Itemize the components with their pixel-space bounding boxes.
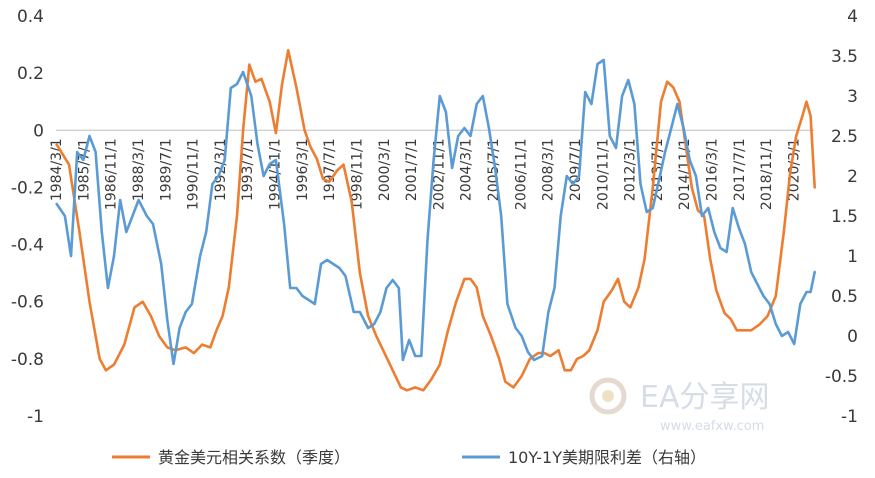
x-tick-label: 2001/7/1 — [404, 138, 420, 201]
x-tick-label: 2006/11/1 — [513, 138, 529, 210]
y-right-tick-label: 3.5 — [831, 47, 858, 67]
watermark-logo — [589, 377, 627, 415]
x-tick-label: 2020/3/1 — [787, 138, 803, 201]
watermark-brand: EA分享网 — [640, 380, 769, 415]
x-tick-label: 2018/11/1 — [759, 138, 775, 210]
x-tick-label: 1988/3/1 — [131, 138, 147, 201]
y-right-tick-label: 0.5 — [831, 287, 858, 307]
y-left-tick-label: -0.6 — [11, 293, 44, 313]
y-right-tick-label: 0 — [847, 327, 858, 347]
x-tick-label: 1996/3/1 — [295, 138, 311, 201]
x-tick-label: 2004/3/1 — [459, 138, 475, 201]
y-left-tick-label: 0.2 — [17, 64, 44, 84]
y-left-tick-label: 0 — [33, 121, 44, 141]
x-tick-label: 1990/11/1 — [186, 138, 202, 210]
y-right-tick-label: 1.5 — [831, 207, 858, 227]
series-term-spread — [55, 58, 816, 366]
y-right-tick-label: 1 — [847, 247, 858, 267]
legend-label-gold-corr: 黄金美元相关系数（季度） — [158, 448, 350, 467]
x-tick-label: 1985/7/1 — [76, 138, 92, 201]
watermark: EA分享网 www.eafxw.com — [589, 377, 769, 434]
x-tick-label: 2010/11/1 — [595, 138, 611, 210]
y-right-tick-label: 2.5 — [831, 127, 858, 147]
x-tick-label: 1986/11/1 — [104, 138, 120, 210]
legend-label-term-spread: 10Y-1Y美期限利差（右轴） — [508, 448, 706, 467]
series-layer — [55, 49, 816, 392]
x-tick-label: 2000/3/1 — [377, 138, 393, 201]
y-right-tick-label: 4 — [847, 7, 858, 27]
y-axis-right: 4 3.5 3 2.5 2 1.5 1 0.5 0 -0.5 -1 — [825, 7, 858, 427]
x-tick-label: 2017/7/1 — [732, 138, 748, 201]
y-right-tick-label: -1 — [841, 407, 858, 427]
x-tick-label: 2002/11/1 — [431, 138, 447, 210]
y-axis-left: 0.4 0.2 0 -0.2 -0.4 -0.6 -0.8 -1 — [11, 7, 44, 427]
legend: 黄金美元相关系数（季度） 10Y-1Y美期限利差（右轴） — [112, 448, 706, 467]
y-left-tick-label: -0.8 — [11, 350, 44, 370]
y-left-tick-label: 0.4 — [17, 7, 44, 27]
x-tick-label: 1993/7/1 — [240, 138, 256, 201]
x-tick-label: 1984/3/1 — [49, 138, 65, 201]
y-right-tick-label: 3 — [847, 87, 858, 107]
y-left-tick-label: -0.2 — [11, 178, 44, 198]
y-right-tick-label: 2 — [847, 167, 858, 187]
x-tick-label: 1998/11/1 — [349, 138, 365, 210]
y-left-tick-label: -1 — [27, 407, 44, 427]
x-tick-label: 2016/3/1 — [705, 138, 721, 201]
x-tick-label: 1989/7/1 — [158, 138, 174, 201]
y-left-tick-label: -0.4 — [11, 236, 44, 256]
watermark-url: www.eafxw.com — [660, 419, 764, 434]
y-right-tick-label: -0.5 — [825, 367, 858, 387]
x-tick-label: 1997/7/1 — [322, 138, 338, 201]
x-tick-label: 2008/3/1 — [541, 138, 557, 201]
x-tick-label: 2012/3/1 — [623, 138, 639, 201]
